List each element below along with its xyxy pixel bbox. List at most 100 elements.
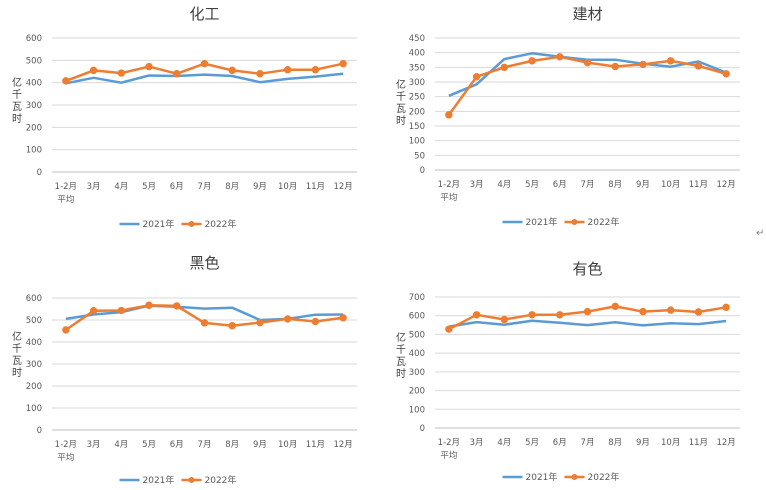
data-point	[639, 307, 647, 316]
x-tick-label: 3月	[87, 182, 101, 192]
chart-chemical: 化工 0 100 200 300 400 500 600 亿千瓦时 1-2月平均 3月 4月 5月 6月 7…	[12, 5, 357, 230]
y-tick-label: 0	[420, 424, 425, 434]
x-tick-label: 10月	[278, 182, 297, 192]
chart-panel-building-materials: 建材 0 50 100 150 200 250 300 350 400 450 亿千瓦时 1-2月平均 3…	[383, 0, 766, 245]
y-tick-label: 350	[409, 63, 425, 73]
x-tick-label: 4月	[497, 438, 511, 448]
legend-label: 2021年	[526, 216, 558, 228]
x-tick-label: 1-2月平均	[55, 440, 77, 463]
y-tick-label: 0	[420, 166, 425, 176]
chart-panel-ferrous: 黑色 0 100 200 300 400 500 600 亿千瓦时 1-2月平均 3月 4月 5月 6月 7…	[0, 245, 383, 490]
data-point	[556, 311, 564, 319]
y-tick-label: 100	[409, 137, 425, 147]
data-point	[145, 62, 153, 71]
data-point	[62, 326, 70, 334]
legend-label: 2022年	[588, 216, 620, 228]
x-tick-label: 5月	[525, 180, 539, 190]
x-tick-label: 10月	[661, 180, 680, 190]
y-tick-label: 100	[409, 405, 425, 415]
x-tick-label: 8月	[225, 182, 239, 192]
series-line-2021年	[65, 304, 344, 322]
data-point	[89, 66, 98, 75]
data-point	[283, 66, 292, 74]
legend-marker	[188, 477, 195, 483]
data-point	[500, 315, 509, 324]
y-axis-label: 亿千瓦时	[396, 78, 406, 127]
x-tick-label: 3月	[470, 180, 484, 190]
data-point	[173, 302, 181, 310]
x-tick-label: 4月	[114, 182, 128, 192]
x-tick-label: 9月	[253, 440, 267, 450]
x-tick-label: 11月	[689, 438, 708, 448]
x-tick-label: 10月	[278, 440, 297, 450]
legend-label: 2021年	[143, 218, 175, 230]
x-tick-label: 7月	[581, 438, 595, 448]
y-tick-label: 100	[26, 404, 42, 414]
x-tick-label: 12月	[716, 438, 735, 448]
y-tick-label: 500	[409, 330, 425, 340]
legend-marker	[188, 221, 195, 227]
data-point	[200, 319, 209, 327]
x-tick-label: 5月	[525, 438, 539, 448]
x-tick-label: 12月	[716, 180, 735, 190]
legend-label: 2022年	[588, 471, 620, 483]
legend-label: 2022年	[205, 474, 237, 486]
x-tick-label: 9月	[253, 182, 267, 192]
y-tick-label: 600	[26, 294, 42, 304]
chart-building-materials: 建材 0 50 100 150 200 250 300 350 400 450 亿千瓦时 1-2月平均 3…	[396, 5, 740, 228]
data-point	[228, 66, 236, 75]
y-tick-label: 100	[26, 146, 42, 156]
y-tick-label: 0	[37, 168, 42, 178]
y-tick-label: 200	[26, 382, 42, 392]
chart-title: 有色	[572, 260, 602, 278]
legend-label: 2021年	[526, 471, 558, 483]
data-point	[339, 314, 347, 322]
data-point	[256, 70, 264, 78]
data-point	[200, 59, 209, 68]
y-axis-label: 亿千瓦时	[396, 331, 406, 380]
data-point	[256, 318, 264, 327]
x-tick-label: 8月	[608, 438, 622, 448]
y-tick-label: 200	[409, 107, 425, 117]
x-tick-label: 10月	[661, 438, 680, 448]
series-line-2021年	[448, 319, 727, 328]
chart-ferrous: 黑色 0 100 200 300 400 500 600 亿千瓦时 1-2月平均 3月 4月 5月 6月 7…	[12, 254, 357, 486]
x-tick-label: 12月	[333, 182, 352, 192]
data-point	[89, 307, 98, 315]
x-tick-label: 12月	[333, 440, 352, 450]
y-tick-label: 300	[26, 360, 42, 370]
chart-panel-nonferrous: 有色 0 100 200 300 400 500 600 700 亿千瓦时 1-2月平均 3月 4月 5月…	[383, 245, 766, 490]
y-tick-label: 400	[26, 338, 42, 348]
legend-label: 2021年	[143, 474, 175, 486]
data-point	[583, 307, 592, 316]
chart-title: 建材	[572, 5, 602, 23]
x-tick-label: 1-2月平均	[438, 438, 460, 461]
y-tick-label: 300	[26, 101, 42, 111]
data-point	[722, 303, 730, 311]
x-tick-label: 7月	[198, 182, 212, 192]
x-tick-label: 3月	[470, 438, 484, 448]
data-point	[445, 325, 453, 333]
x-tick-label: 8月	[608, 180, 622, 190]
data-point	[694, 308, 703, 316]
data-point	[145, 301, 153, 309]
y-tick-label: 0	[37, 426, 42, 436]
data-point	[117, 306, 126, 315]
data-point	[311, 66, 320, 74]
x-tick-label: 5月	[142, 182, 156, 192]
y-tick-label: 200	[409, 387, 425, 397]
return-mark: ↵	[756, 228, 765, 239]
x-tick-label: 7月	[581, 180, 595, 190]
series-line-2021年	[65, 72, 344, 85]
chart-nonferrous: 有色 0 100 200 300 400 500 600 700 亿千瓦时 1-2月平均 3月 4月 5月…	[396, 260, 740, 483]
y-tick-label: 200	[26, 123, 42, 133]
x-tick-label: 6月	[170, 440, 184, 450]
chart-title: 黑色	[189, 254, 219, 272]
y-tick-label: 300	[409, 368, 425, 378]
x-tick-label: 6月	[553, 438, 567, 448]
y-tick-label: 600	[409, 312, 425, 322]
x-tick-label: 3月	[87, 440, 101, 450]
y-tick-label: 50	[414, 151, 425, 161]
y-axis-label: 亿千瓦时	[12, 76, 22, 125]
x-tick-label: 4月	[497, 180, 511, 190]
